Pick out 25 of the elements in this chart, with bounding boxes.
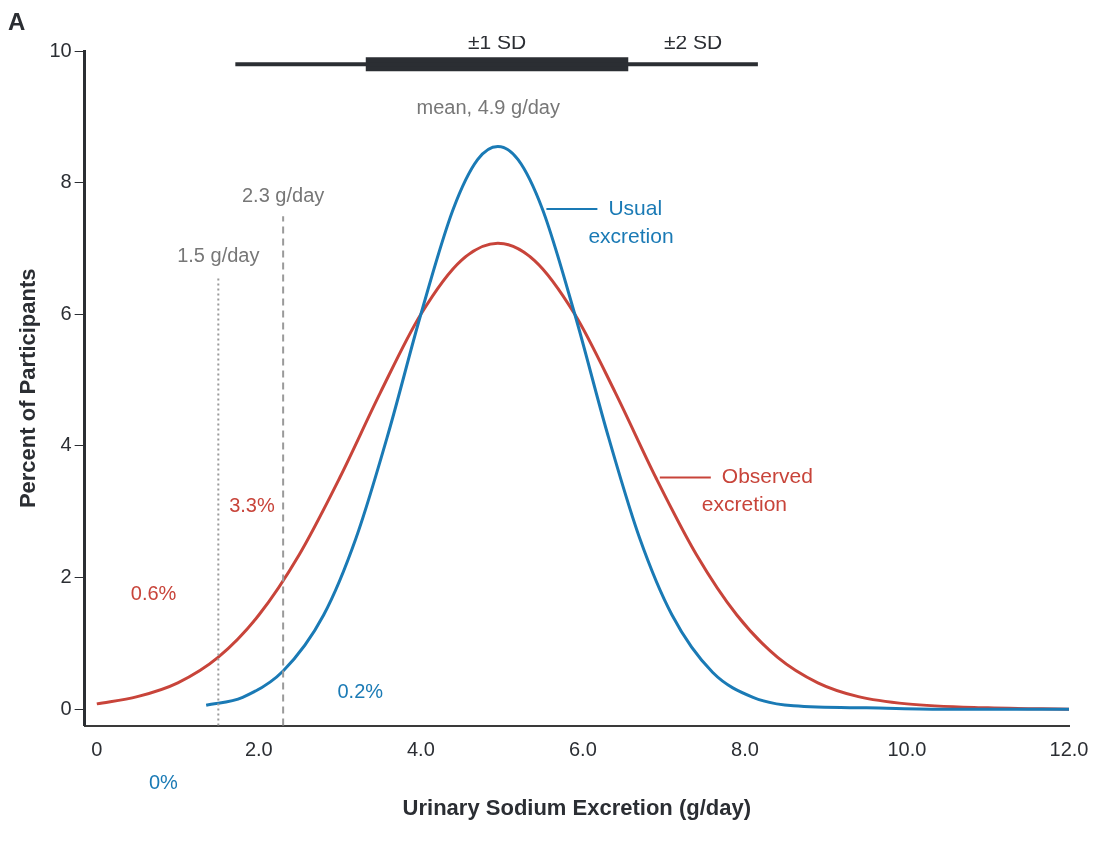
legend-label: Usual excretion [588,195,674,247]
annotation: 3.3% [229,493,275,516]
x-tick-label: 10.0 [887,738,927,761]
legend-label: Observed excretion [701,464,813,516]
y-tick-label: 4 [60,433,72,456]
x-tick-label: 6.0 [568,738,597,761]
y-tick-label: 10 [49,38,72,61]
x-tick-label: 12.0 [1049,738,1089,761]
text: 0% [148,770,179,793]
ref-line-label: 2.3 g/day [241,183,325,206]
ref-line-label: 1.5 g/day [177,244,260,267]
y-tick-label: 0 [60,696,72,719]
text: A [8,8,26,35]
x-tick-label: 0 [91,738,103,761]
x-tick-label: 8.0 [731,738,759,761]
annotation: mean, 4.9 g/day [416,95,560,118]
x-tick-label: 4.0 [406,738,435,761]
y-tick-label: 2 [60,565,72,588]
y-tick-label: 8 [60,170,72,193]
annotation: 0.2% [337,679,384,702]
x-axis-title: Urinary Sodium Excretion (g/day) [402,794,752,820]
x-tick-label: 2.0 [244,738,273,761]
annotation: 0.6% [130,581,177,604]
y-tick-label: 6 [60,301,72,324]
y-axis-title: Percent of Participants [15,268,41,509]
